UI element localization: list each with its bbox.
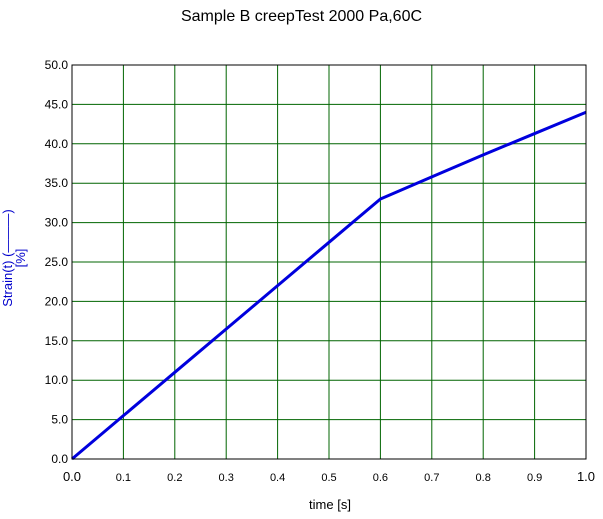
series-layer	[71, 110, 587, 461]
y-tick-label: 35.0	[45, 176, 69, 190]
y-tick-label: 30.0	[45, 216, 69, 230]
y-tick-label: 25.0	[45, 255, 69, 269]
y-tick-label: 5.0	[51, 413, 68, 427]
y-tick-label: 50.0	[45, 58, 69, 72]
plot-frame	[71, 64, 587, 460]
x-axis-label: time [s]	[309, 497, 351, 512]
x-tick-label: 0.5	[321, 472, 336, 484]
x-tick-label: 0.9	[527, 472, 542, 484]
x-tick-label: 0.7	[424, 472, 439, 484]
x-tick-label: 0.4	[270, 472, 285, 484]
y-tick-label: 20.0	[45, 294, 69, 308]
grid-layer	[71, 64, 587, 460]
x-tick-labels: 0.0 0.1 0.2 0.3 0.4 0.5 0.6 0.7 0.8 0.9 1.0	[63, 469, 595, 484]
x-tick-label: 0.2	[167, 472, 182, 484]
y-tick-label: 40.0	[45, 137, 69, 151]
y-tick-label: 0.0	[51, 452, 68, 466]
y-tick-label: 45.0	[45, 97, 69, 111]
x-tick-label: 0.3	[219, 472, 234, 484]
y-tick-label: 15.0	[45, 334, 69, 348]
chart-title: Sample B creepTest 2000 Pa,60C	[180, 8, 423, 25]
y-tick-label: 10.0	[45, 373, 69, 387]
y-axis-label: Strain(t) (———) [%]	[0, 209, 28, 307]
x-tick-label: 0.6	[373, 472, 388, 484]
x-tick-label: 1.0	[577, 469, 595, 484]
y-tick-labels: 0.0 5.0 10.0 15.0 20.0 25.0 30.0 35.0 40.0 45.0 50…	[45, 58, 69, 466]
x-tick-label: 0.0	[63, 469, 81, 484]
x-tick-label: 0.8	[476, 472, 491, 484]
x-tick-label: 0.1	[116, 472, 131, 484]
series-line	[71, 110, 587, 461]
